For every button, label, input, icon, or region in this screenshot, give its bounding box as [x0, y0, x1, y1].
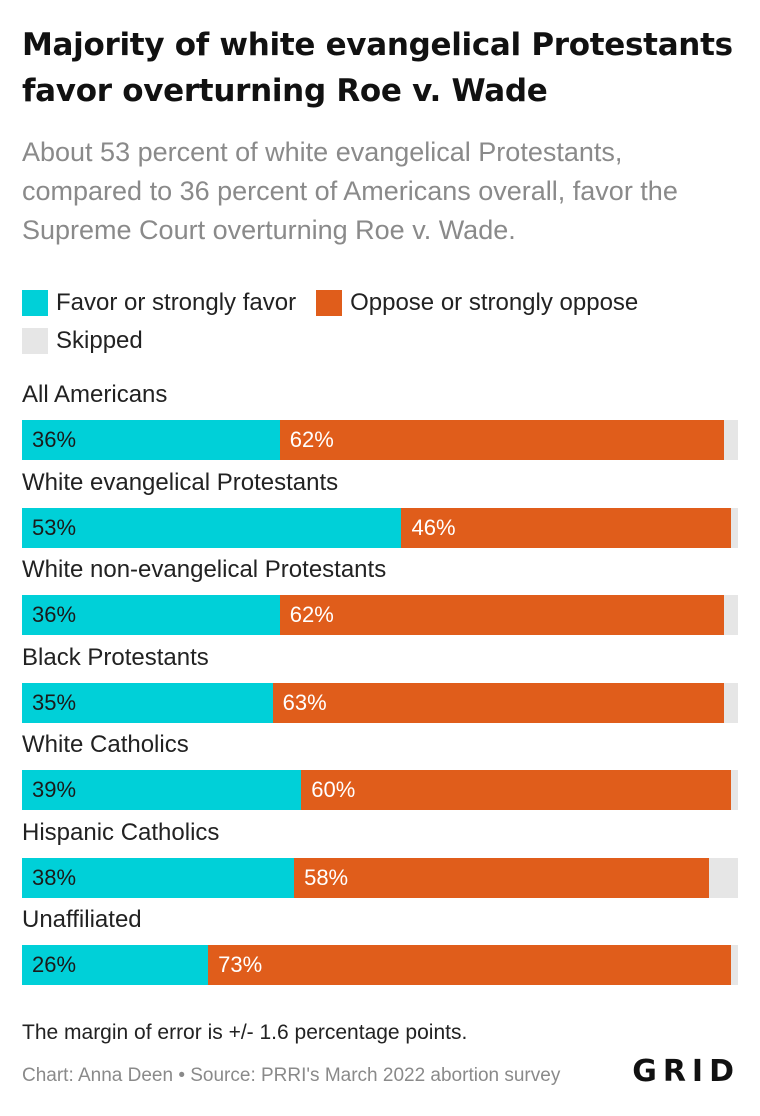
- bar-segment-skipped: [723, 595, 738, 635]
- category-label: All Americans: [22, 381, 168, 408]
- bar-segment-skipped: [730, 507, 738, 548]
- legend-item-oppose: Oppose or strongly oppose: [316, 289, 638, 317]
- bar-group-black-protestants: Black Protestants 35% 63%: [22, 639, 738, 727]
- legend-item-favor: Favor or strongly favor: [22, 289, 296, 317]
- legend: Favor or strongly favor Oppose or strong…: [22, 284, 742, 360]
- stacked-bar: 36% 62%: [22, 420, 738, 460]
- source-credit: Chart: Anna Deen • Source: PRRI's March …: [22, 1065, 561, 1086]
- bar-segment-favor-or-strongly-favor: [22, 420, 280, 460]
- bar-group-hispanic-catholics: Hispanic Catholics 38% 58%: [22, 814, 738, 902]
- grid-logo: GRID: [632, 1054, 740, 1089]
- category-label: Hispanic Catholics: [22, 818, 220, 846]
- stacked-bar: 38% 58%: [22, 857, 738, 898]
- bar-segment-oppose-or-strongly-oppose: [294, 857, 710, 898]
- bar-group-white-non-evangelical-protestants: White non-evangelical Protestants 36% 62%: [22, 551, 738, 639]
- legend-label-oppose: Oppose or strongly oppose: [350, 289, 639, 316]
- bar-segment-skipped: [730, 945, 738, 985]
- bar-segment-favor-or-strongly-favor: [22, 507, 402, 548]
- legend-swatch-oppose: [316, 290, 343, 316]
- legend-swatch-skipped: [22, 328, 48, 354]
- legend-label-favor: Favor or strongly favor: [56, 289, 297, 316]
- stacked-bar-chart: All Americans 36% 62% White evangelical Pro…: [22, 376, 738, 989]
- bar-group-all-americans: All Americans 36% 62%: [22, 376, 738, 464]
- stacked-bar: 26% 73%: [22, 945, 738, 985]
- bar-segment-oppose-or-strongly-oppose: [279, 595, 724, 635]
- bar-segment-skipped: [730, 770, 738, 810]
- category-label: White evangelical Protestants: [22, 468, 339, 496]
- stacked-bar: 39% 60%: [22, 770, 738, 810]
- bar-segment-favor-or-strongly-favor: [22, 945, 209, 985]
- bar-segment-oppose-or-strongly-oppose: [279, 420, 724, 460]
- category-label: White Catholics: [22, 731, 189, 758]
- stacked-bar: 35% 63%: [22, 682, 738, 723]
- bar-segment-skipped: [723, 420, 738, 460]
- bar-segment-oppose-or-strongly-oppose: [272, 682, 724, 723]
- bar-segment-favor-or-strongly-favor: [22, 682, 273, 723]
- stacked-bar: 36% 62%: [22, 595, 738, 635]
- bar-segment-oppose-or-strongly-oppose: [301, 770, 731, 810]
- bar-group-white-evangelical-protestants: White evangelical Protestants 53% 46%: [22, 464, 738, 552]
- category-label: Black Protestants: [22, 643, 209, 671]
- bar-segment-favor-or-strongly-favor: [22, 770, 302, 810]
- legend-row: Favor or strongly favor Oppose or strong…: [22, 284, 742, 322]
- bar-segment-oppose-or-strongly-oppose: [208, 945, 731, 985]
- legend-row: Skipped: [22, 322, 742, 360]
- bar-segment-favor-or-strongly-favor: [22, 595, 280, 635]
- bar-segment-skipped: [723, 682, 738, 723]
- bar-group-white-catholics: White Catholics 39% 60%: [22, 726, 738, 814]
- legend-item-skipped: Skipped: [22, 327, 143, 355]
- legend-label-skipped: Skipped: [56, 327, 143, 354]
- stacked-bar: 53% 46%: [22, 507, 738, 548]
- bar-segment-skipped: [709, 857, 738, 898]
- bar-segment-oppose-or-strongly-oppose: [401, 507, 731, 548]
- margin-of-error-note: The margin of error is +/- 1.6 percentag…: [22, 1021, 468, 1044]
- chart-title: Majority of white evangelical Protestant…: [22, 27, 733, 109]
- category-label: White non-evangelical Protestants: [22, 556, 387, 583]
- category-label: Unaffiliated: [22, 906, 142, 933]
- legend-swatch-favor: [22, 290, 48, 316]
- chart-subtitle: About 53 percent of white evangelical Pr…: [22, 137, 678, 245]
- bar-group-unaffiliated: Unaffiliated 26% 73%: [22, 901, 738, 989]
- bar-segment-favor-or-strongly-favor: [22, 857, 295, 898]
